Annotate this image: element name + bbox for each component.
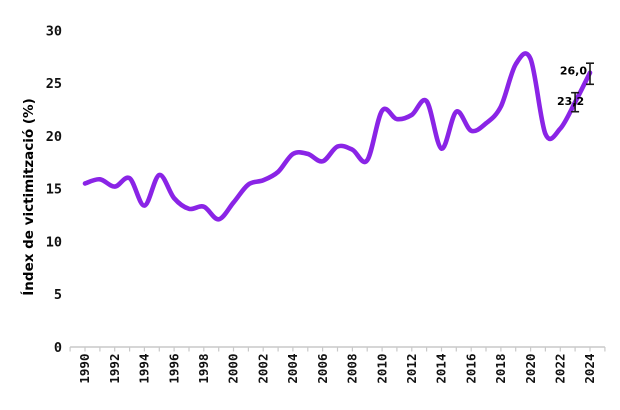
x-tick-label-1994: 1994 (137, 354, 152, 384)
y-tick-label-25: 25 (46, 76, 62, 92)
y-tick-label-10: 10 (46, 234, 62, 250)
x-tick-label-1998: 1998 (196, 354, 211, 384)
x-tick-label-2018: 2018 (493, 353, 508, 383)
y-tick-label-15: 15 (46, 182, 62, 198)
x-tick-label-2010: 2010 (374, 354, 389, 384)
x-tick-label-1996: 1996 (166, 354, 181, 384)
x-tick-label-2008: 2008 (345, 354, 360, 384)
x-tick-label-2012: 2012 (404, 354, 419, 384)
y-tick-label-30: 30 (46, 23, 62, 39)
value-label-2024: 26,0 (560, 65, 587, 78)
x-tick-label-2006: 2006 (315, 354, 330, 384)
x-tick-label-1992: 1992 (107, 354, 122, 384)
y-tick-label-0: 0 (54, 340, 62, 356)
x-tick-label-1990: 1990 (77, 354, 92, 384)
x-tick-label-2004: 2004 (285, 354, 300, 384)
victimization-index-line (82, 51, 593, 222)
plot-generated-layer: 1990 1992 1994 1996 1998 2000 2002 2004 2006 2008… (46, 23, 606, 384)
x-tick-label-2022: 2022 (553, 354, 568, 384)
x-tick-label-2014: 2014 (434, 354, 449, 384)
x-tick-label-2002: 2002 (255, 354, 270, 384)
x-tick-label-2024: 2024 (582, 354, 597, 384)
value-label-2023: 23,2 (557, 95, 584, 108)
y-tick-label-5: 5 (54, 287, 62, 303)
x-tick-label-2016: 2016 (463, 354, 478, 384)
x-tick-label-2000: 2000 (226, 354, 241, 384)
y-tick-label-20: 20 (46, 129, 62, 145)
x-tick-label-2020: 2020 (523, 354, 538, 384)
y-axis-title: Índex de victimització (%) (20, 98, 37, 295)
